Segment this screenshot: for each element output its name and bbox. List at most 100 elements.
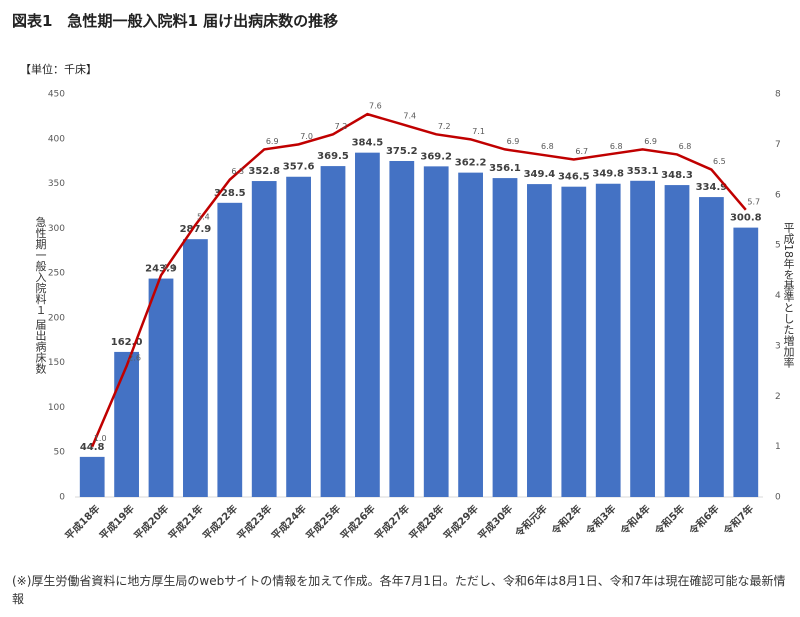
bar-value-label: 369.2 — [420, 151, 452, 162]
y-tick-label: 200 — [48, 313, 65, 323]
line-value-label: 6.5 — [713, 157, 726, 166]
x-tick-label: 令和4年 — [617, 502, 653, 538]
y2-tick-label: 8 — [775, 90, 781, 100]
bar — [320, 166, 346, 497]
chart: 【単位：千床】 急性期一般入院料１ 届出病床数 平成18年を基準とした増加率 0… — [20, 62, 795, 542]
line-value-label: 1.0 — [94, 434, 107, 443]
bar-value-label: 243.9 — [145, 264, 177, 275]
bar-value-label: 369.5 — [317, 151, 349, 162]
x-tick-label: 平成22年 — [200, 502, 240, 542]
line-value-label: 6.3 — [231, 167, 244, 176]
bar — [458, 172, 483, 498]
x-tick-label: 平成28年 — [406, 502, 446, 542]
y-axis-label: 急性期一般入院料１ 届出病床数 — [34, 215, 47, 374]
bar — [79, 456, 105, 497]
line-value-label: 6.9 — [507, 137, 520, 146]
bar-value-label: 357.6 — [283, 162, 315, 173]
bar — [664, 185, 690, 497]
y2-tick-label: 7 — [775, 140, 781, 150]
bar — [389, 160, 415, 497]
line-value-label: 7.2 — [335, 122, 348, 131]
line-value-label: 6.7 — [575, 147, 588, 156]
line-value-label: 7.2 — [438, 122, 451, 131]
line-value-label: 6.9 — [266, 137, 279, 146]
line-value-label: 5.7 — [747, 197, 760, 206]
y2-tick-label: 6 — [775, 190, 781, 200]
x-tick-label: 平成21年 — [165, 502, 205, 542]
bar-value-label: 352.8 — [248, 166, 280, 177]
x-tick-label: 平成24年 — [269, 502, 309, 542]
bar — [183, 239, 208, 497]
y-tick-label: 300 — [48, 224, 65, 234]
unit-label: 【単位：千床】 — [20, 62, 97, 76]
y2-tick-label: 2 — [775, 392, 781, 402]
line-value-label: 7.6 — [369, 102, 382, 111]
x-tick-label: 平成30年 — [475, 502, 515, 542]
line — [91, 112, 747, 448]
bar — [355, 152, 380, 498]
y-tick-label: 150 — [48, 358, 65, 368]
y-tick-label: 0 — [59, 493, 65, 503]
bar-value-label: 375.2 — [386, 146, 418, 157]
bar — [733, 227, 759, 497]
x-tick-label: 令和6年 — [686, 502, 722, 538]
footnote: (※)厚生労働省資料に地方厚生局のwebサイトの情報を加えて作成。各年7月1日。… — [12, 574, 786, 606]
bar — [286, 176, 311, 497]
line-value-label: 7.0 — [300, 132, 313, 141]
bar-value-label: 356.1 — [489, 163, 521, 174]
bar — [630, 180, 655, 497]
x-tick-label: 令和3年 — [582, 502, 618, 538]
bar-value-label: 44.8 — [80, 442, 105, 453]
x-tick-label: 令和2年 — [548, 502, 584, 538]
x-tick-label: 令和5年 — [651, 502, 687, 538]
line-value-label: 2.6 — [128, 354, 141, 363]
bar-value-label: 362.2 — [455, 158, 487, 169]
line-value-label: 6.8 — [541, 142, 554, 151]
bar — [561, 186, 587, 497]
line-value-label: 6.8 — [610, 142, 623, 151]
bar-value-label: 162.0 — [111, 337, 143, 348]
y-tick-label: 100 — [48, 403, 65, 413]
x-tick-label: 平成26年 — [337, 502, 377, 542]
y2-tick-label: 1 — [775, 442, 781, 452]
line-value-label: 7.4 — [403, 112, 416, 121]
x-tick-label: 平成19年 — [97, 502, 137, 542]
bar — [699, 197, 724, 498]
bar — [217, 202, 243, 497]
y-tick-label: 250 — [48, 269, 65, 279]
x-tick-label: 平成18年 — [62, 502, 102, 542]
bar — [527, 184, 552, 497]
bar — [423, 166, 449, 497]
x-tick-label: 平成27年 — [372, 502, 412, 542]
bar-value-label: 346.5 — [558, 172, 590, 183]
x-tick-label: 平成20年 — [131, 502, 171, 542]
bar-value-label: 348.3 — [661, 170, 693, 181]
y-tick-label: 50 — [54, 448, 66, 458]
bar-value-label: 353.1 — [627, 166, 659, 177]
bar-value-label: 300.8 — [730, 213, 762, 224]
x-tick-label: 平成25年 — [303, 502, 343, 542]
bar — [114, 351, 139, 497]
bar-value-label: 328.5 — [214, 188, 246, 199]
y-tick-label: 350 — [48, 179, 65, 189]
bar-value-label: 349.4 — [524, 169, 556, 180]
bar-value-label: 384.5 — [352, 138, 384, 149]
y2-tick-label: 0 — [775, 493, 781, 503]
x-tick-label: 平成23年 — [234, 502, 274, 542]
x-tick-label: 平成29年 — [441, 502, 481, 542]
line-value-label: 4.4 — [163, 263, 176, 272]
bar — [148, 278, 174, 497]
y2-tick-label: 5 — [775, 241, 781, 251]
y-tick-label: 450 — [48, 90, 65, 100]
bar — [492, 178, 518, 498]
y2-tick-label: 3 — [775, 341, 781, 351]
bar-value-label: 349.8 — [592, 169, 624, 180]
line-value-label: 6.8 — [679, 142, 692, 151]
bar — [595, 183, 621, 497]
bar-value-label: 287.9 — [180, 224, 212, 235]
bar-value-label: 334.9 — [696, 182, 728, 193]
y2-tick-label: 4 — [775, 291, 781, 301]
y-tick-label: 400 — [48, 134, 65, 144]
bar — [251, 181, 277, 497]
